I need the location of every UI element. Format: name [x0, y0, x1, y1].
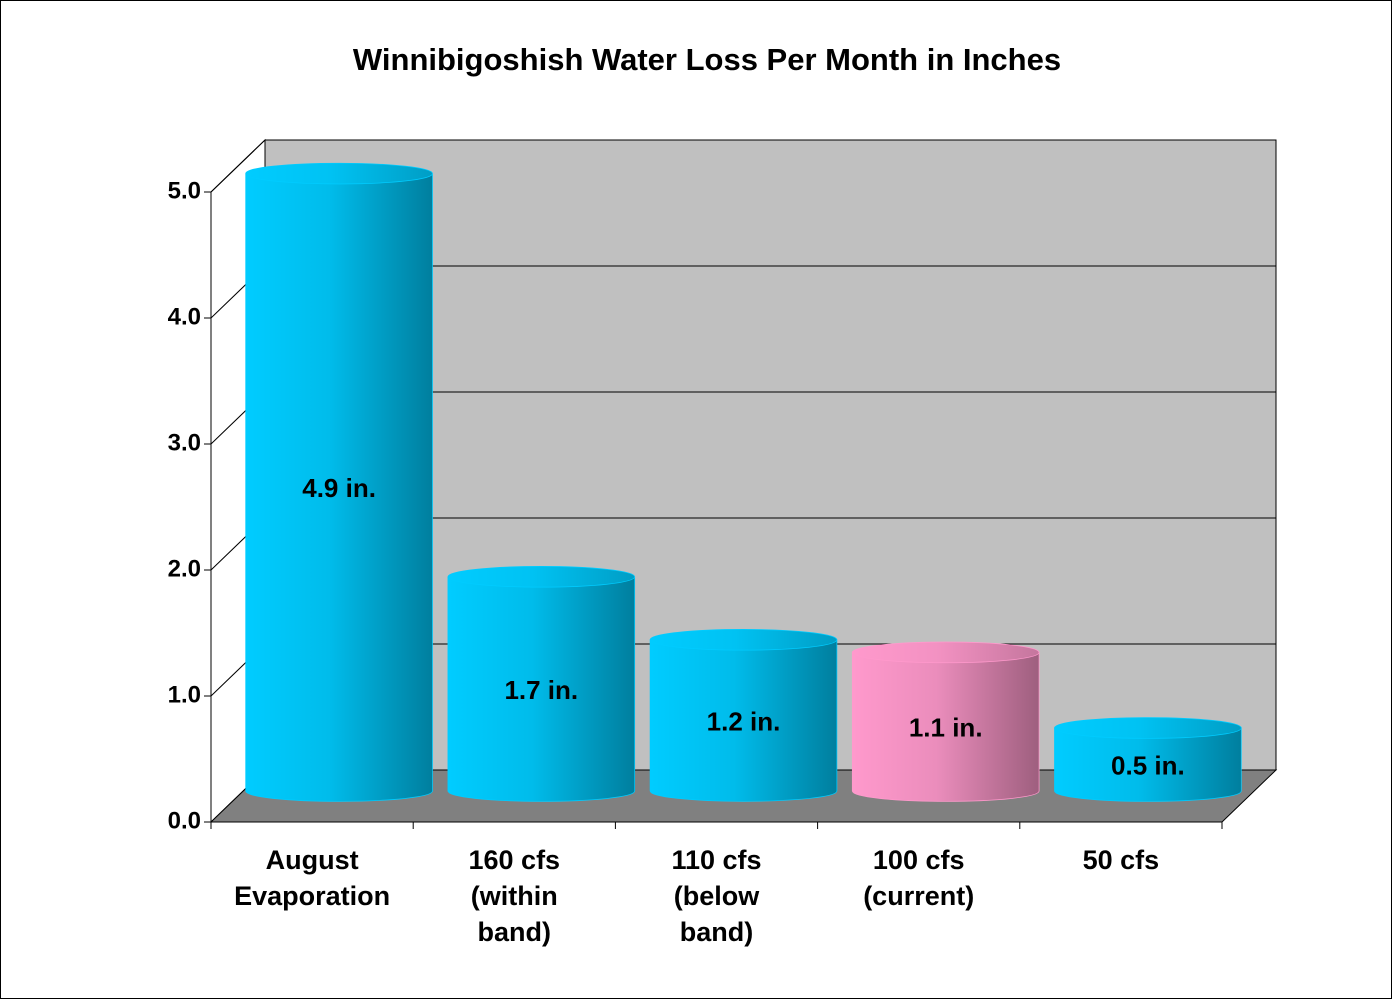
- bar-shade: [246, 173, 433, 801]
- bar-shade: [650, 639, 837, 801]
- bar-shade: [852, 652, 1039, 801]
- y-tick-label: 2.0: [168, 555, 201, 582]
- x-tick-label: 110 cfs (below band): [671, 845, 761, 947]
- value-label: 0.5 in.: [1111, 750, 1185, 780]
- x-tick-label: 160 cfs (within band): [469, 845, 561, 947]
- bar-top-shade: [1054, 718, 1241, 738]
- chart-title: Winnibigoshish Water Loss Per Month in I…: [353, 42, 1061, 77]
- bar-shade: [448, 576, 635, 801]
- y-tick-label: 1.0: [168, 681, 201, 708]
- value-label: 1.7 in.: [504, 675, 578, 705]
- bar-top-shade: [650, 629, 837, 650]
- bar-top-shade: [852, 642, 1039, 663]
- value-label: 1.2 in.: [707, 706, 781, 736]
- bar-shade: [1054, 728, 1241, 801]
- bar-top-shade: [448, 566, 635, 587]
- x-tick-label: 100 cfs (current): [863, 845, 974, 911]
- value-label: 1.1 in.: [909, 713, 983, 743]
- y-tick-label: 5.0: [168, 177, 201, 204]
- bar-top-shade: [246, 163, 433, 184]
- grid-line: [210, 139, 266, 193]
- x-tick-label: 50 cfs: [1083, 845, 1160, 875]
- x-tick-label: August Evaporation: [234, 845, 390, 911]
- y-tick-label: 0.0: [168, 807, 201, 834]
- value-label: 4.9 in.: [302, 473, 376, 503]
- y-tick-label: 3.0: [168, 429, 201, 456]
- y-tick-label: 4.0: [168, 303, 201, 330]
